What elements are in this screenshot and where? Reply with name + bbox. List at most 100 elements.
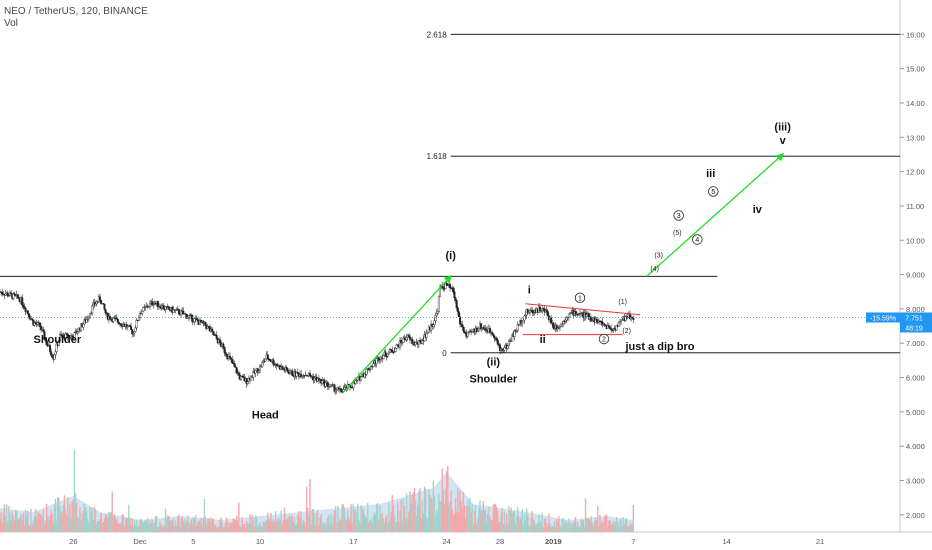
volume-bar [353, 510, 356, 532]
volume-bar [441, 468, 443, 532]
candle-body [115, 318, 118, 320]
volume-bar [304, 525, 307, 532]
candle-body [184, 313, 187, 315]
volume-bar [148, 524, 150, 532]
volume-bar [87, 518, 89, 532]
volume-bar [621, 526, 623, 532]
candle-body [164, 306, 167, 310]
volume-bar [412, 492, 415, 532]
wave-annotation: just a dip bro [624, 341, 694, 353]
projection-arrow [342, 274, 453, 394]
volume-bar [344, 518, 347, 532]
volume-bar [600, 523, 602, 532]
volume-bar [480, 510, 482, 532]
volume-bar [494, 503, 497, 532]
volume-bar [73, 449, 76, 532]
candle-body [66, 333, 69, 338]
volume-bar [269, 521, 271, 532]
volume-bar [531, 511, 533, 532]
volume-bar [625, 518, 628, 532]
y-tick-label: 15.00 [906, 65, 925, 74]
volume-bar [155, 515, 158, 532]
candle-body [96, 301, 99, 303]
candle-body [452, 287, 455, 292]
volume-bar [223, 526, 226, 532]
candle-body [152, 304, 155, 306]
volume-bar [289, 514, 291, 532]
volume-bar [320, 514, 322, 532]
volume-bar [361, 507, 363, 532]
volume-bar [442, 489, 445, 532]
volume-bar [260, 526, 262, 532]
candle-body [555, 324, 558, 330]
volume-bar [141, 521, 143, 532]
volume-bar [4, 516, 7, 532]
volume-bar [435, 509, 438, 532]
volume-bar [181, 516, 183, 532]
candle-body [289, 372, 292, 375]
volume-bar [505, 513, 508, 532]
candle-body [212, 330, 215, 335]
candle-body [421, 339, 424, 344]
volume-bar [393, 514, 396, 532]
volume-bar [180, 519, 182, 532]
candle-body [108, 316, 111, 320]
volume-bar [312, 508, 315, 532]
volume-bar [160, 524, 162, 532]
volume-bar [620, 518, 622, 532]
volume-bar [567, 523, 569, 532]
volume-bar [53, 504, 56, 532]
x-tick-label: 7 [631, 537, 635, 546]
volume-bar [245, 520, 248, 532]
volume-bar [117, 523, 119, 532]
volume-bar [444, 488, 447, 532]
volume-bar [413, 487, 416, 532]
x-tick-label: 21 [816, 537, 824, 546]
volume-bar [342, 504, 345, 532]
volume-bar [363, 513, 366, 532]
volume-bar [374, 513, 377, 532]
candle-body [409, 336, 412, 340]
volume-bar [124, 517, 127, 532]
candle-body [21, 297, 24, 306]
candle-body [612, 329, 615, 331]
volume-bar [192, 517, 195, 532]
volume-bar [579, 526, 581, 532]
volume-bar [572, 521, 575, 532]
volume-bar [265, 520, 268, 532]
volume-bar [392, 505, 395, 532]
volume-bar [244, 527, 247, 532]
candle-body [552, 322, 555, 329]
volume-bar [330, 514, 332, 532]
volume-bar [48, 520, 50, 532]
candle-body [590, 316, 593, 322]
candle-body [301, 376, 304, 378]
y-tick-label: 11.00 [906, 202, 924, 211]
volume-bar [103, 518, 106, 532]
candle-body [42, 329, 45, 332]
volume-bar [540, 522, 542, 532]
volume-bar [448, 504, 450, 532]
volume-bar [319, 517, 321, 532]
candle-body [29, 316, 32, 320]
volume-bar [31, 524, 33, 532]
candle-body [382, 355, 385, 360]
volume-bar [467, 499, 469, 532]
volume-bar [108, 511, 110, 532]
volume-bar [411, 494, 413, 532]
volume-bar [455, 511, 458, 532]
volume-bar [27, 511, 29, 532]
volume-bar [533, 520, 536, 532]
volume-bar [555, 519, 558, 532]
candle-body [443, 288, 446, 290]
candle-body [321, 380, 324, 384]
volume-bar [324, 521, 327, 532]
volume-bar [541, 513, 543, 532]
candle-body [499, 344, 502, 351]
volume-bar [501, 508, 503, 532]
volume-bar [574, 516, 577, 532]
volume-bar [109, 513, 111, 532]
y-tick-label: 4.000 [906, 442, 925, 451]
volume-bar [147, 518, 149, 532]
